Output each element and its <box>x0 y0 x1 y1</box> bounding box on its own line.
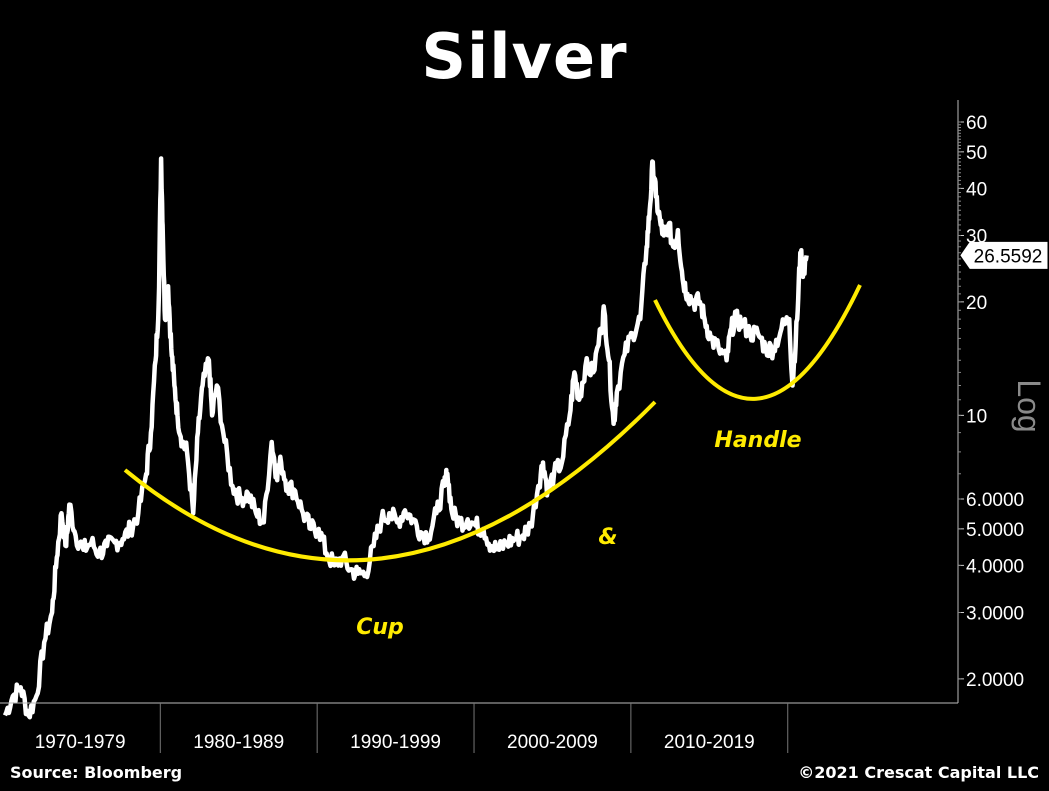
source-note: Source: Bloomberg <box>10 763 183 782</box>
annotation-handle: Handle <box>714 428 801 453</box>
y-tick-label: 50 <box>966 143 987 164</box>
last-value-tag <box>960 241 1048 269</box>
x-category-label: 1990-1999 <box>350 732 441 753</box>
x-category-label: 2000-2009 <box>507 732 598 753</box>
y-tick-label: 2.0000 <box>966 670 1024 691</box>
y-tick-label: 60 <box>966 113 987 134</box>
x-category-label: 2010-2019 <box>664 732 755 753</box>
price-series <box>2 156 809 720</box>
price-line <box>2 156 809 720</box>
y-axis-label: Log <box>1011 379 1047 432</box>
x-axis: 1970-1979 1980-1989 1990-1999 2000-2009 2010… <box>0 702 958 753</box>
handle-curve <box>653 284 862 401</box>
last-value-label: 26.5592 <box>960 241 1048 269</box>
x-category-label: 1970-1979 <box>35 732 126 753</box>
annotation-cup: Cup <box>356 615 404 640</box>
y-tick-label: 20 <box>966 293 987 314</box>
pattern-curves <box>123 284 862 563</box>
pattern-annotations: Cup & Handle <box>356 428 801 640</box>
y-tick-label: 4.0000 <box>966 556 1024 577</box>
y-tick-label: 10 <box>966 406 987 427</box>
copyright-note: ©2021 Crescat Capital LLC <box>798 763 1039 782</box>
x-category-label: 1980-1989 <box>193 732 284 753</box>
y-tick-label: 3.0000 <box>966 603 1024 624</box>
y-axis: 6050403020106.00005.00004.00003.00002.00… <box>957 100 1047 703</box>
y-tick-label: 6.0000 <box>966 490 1024 511</box>
annotation-ampersand: & <box>598 525 617 550</box>
cup-curve <box>123 400 657 563</box>
last-value-text: 26.5592 <box>974 246 1043 267</box>
y-tick-label: 40 <box>966 179 987 200</box>
chart-title: Silver <box>421 20 628 93</box>
y-tick-label: 5.0000 <box>966 520 1024 541</box>
